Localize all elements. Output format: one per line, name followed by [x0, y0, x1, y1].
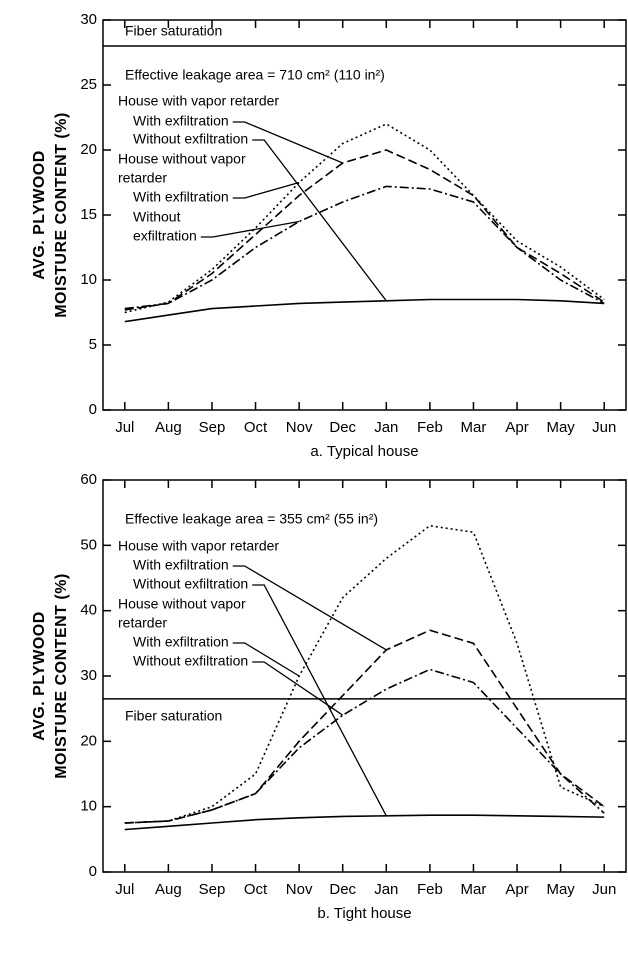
leader-line: [232, 565, 387, 651]
annotation: With exfiltration: [133, 557, 229, 573]
y-tick-label: 30: [80, 11, 97, 28]
x-tick-label: May: [546, 881, 575, 898]
x-tick-label: Feb: [417, 419, 443, 436]
reference-label: Fiber saturation: [125, 708, 222, 724]
x-tick-label: Oct: [244, 881, 268, 898]
annotation: Without exfiltration: [133, 653, 248, 669]
x-tick-label: Nov: [286, 881, 313, 898]
series-line: [124, 814, 605, 831]
x-tick-label: Feb: [417, 881, 443, 898]
x-tick-label: Nov: [286, 419, 313, 436]
x-tick-label: Dec: [329, 881, 356, 898]
annotation: Without exfiltration: [133, 576, 248, 592]
y-tick-label: 15: [80, 206, 97, 223]
x-tick-label: May: [546, 419, 575, 436]
annotation: House without vapor: [118, 151, 246, 167]
y-tick-label: 40: [80, 602, 97, 619]
leader-line: [232, 121, 343, 164]
y-tick-label: 20: [80, 141, 97, 158]
annotation: With exfiltration: [133, 113, 229, 129]
x-tick-label: Mar: [461, 419, 487, 436]
y-tick-label: 10: [80, 798, 97, 815]
annotation: exfiltration: [133, 228, 197, 244]
leader-line: [232, 642, 300, 677]
leader-line: [252, 661, 344, 716]
annotation: House with vapor retarder: [118, 93, 279, 109]
x-tick-label: Jan: [374, 419, 398, 436]
annotation: With exfiltration: [133, 189, 229, 205]
caption: b. Tight house: [317, 905, 411, 922]
y-axis-label: AVG. PLYWOOD: [31, 150, 48, 280]
annotation: Effective leakage area = 710 cm² (110 in…: [125, 67, 385, 83]
x-tick-label: Oct: [244, 419, 268, 436]
y-axis-label: MOISTURE CONTENT (%): [53, 573, 70, 779]
series-line: [124, 149, 605, 311]
series-line: [124, 668, 605, 824]
annotation: retarder: [118, 170, 167, 186]
series-line: [124, 524, 605, 824]
x-tick-label: Jan: [374, 881, 398, 898]
annotation: House without vapor: [118, 596, 246, 612]
x-tick-label: Jun: [592, 881, 616, 898]
x-tick-label: Jul: [115, 881, 134, 898]
y-tick-label: 60: [80, 471, 97, 488]
annotation: Effective leakage area = 355 cm² (55 in²…: [125, 511, 378, 527]
x-tick-label: Sep: [199, 881, 226, 898]
x-tick-label: Aug: [155, 419, 182, 436]
leader-line: [232, 181, 300, 199]
series-line: [124, 185, 605, 310]
annotation: House with vapor retarder: [118, 538, 279, 554]
y-tick-label: 20: [80, 732, 97, 749]
annotation: retarder: [118, 615, 167, 631]
y-tick-label: 50: [80, 536, 97, 553]
x-tick-label: Dec: [329, 419, 356, 436]
y-axis-label: AVG. PLYWOOD: [31, 611, 48, 741]
y-tick-label: 10: [80, 271, 97, 288]
x-tick-label: Apr: [505, 419, 528, 436]
y-tick-label: 30: [80, 667, 97, 684]
annotation: Without: [133, 209, 181, 225]
reference-label: Fiber saturation: [125, 23, 222, 39]
series-line: [124, 123, 605, 314]
x-tick-label: Jul: [115, 419, 134, 436]
leader-line: [252, 584, 387, 817]
y-axis-label: MOISTURE CONTENT (%): [53, 112, 70, 318]
y-tick-label: 0: [89, 401, 97, 418]
series-line: [124, 298, 605, 323]
y-tick-label: 0: [89, 863, 97, 880]
annotation: Without exfiltration: [133, 131, 248, 147]
x-tick-label: Apr: [505, 881, 528, 898]
caption: a. Typical house: [310, 443, 418, 460]
annotation: With exfiltration: [133, 634, 229, 650]
x-tick-label: Aug: [155, 881, 182, 898]
x-tick-label: Jun: [592, 419, 616, 436]
leader-line: [200, 220, 300, 238]
y-tick-label: 5: [89, 336, 97, 353]
leader-line: [252, 139, 387, 302]
x-tick-label: Mar: [461, 881, 487, 898]
x-tick-label: Sep: [199, 419, 226, 436]
y-tick-label: 25: [80, 76, 97, 93]
